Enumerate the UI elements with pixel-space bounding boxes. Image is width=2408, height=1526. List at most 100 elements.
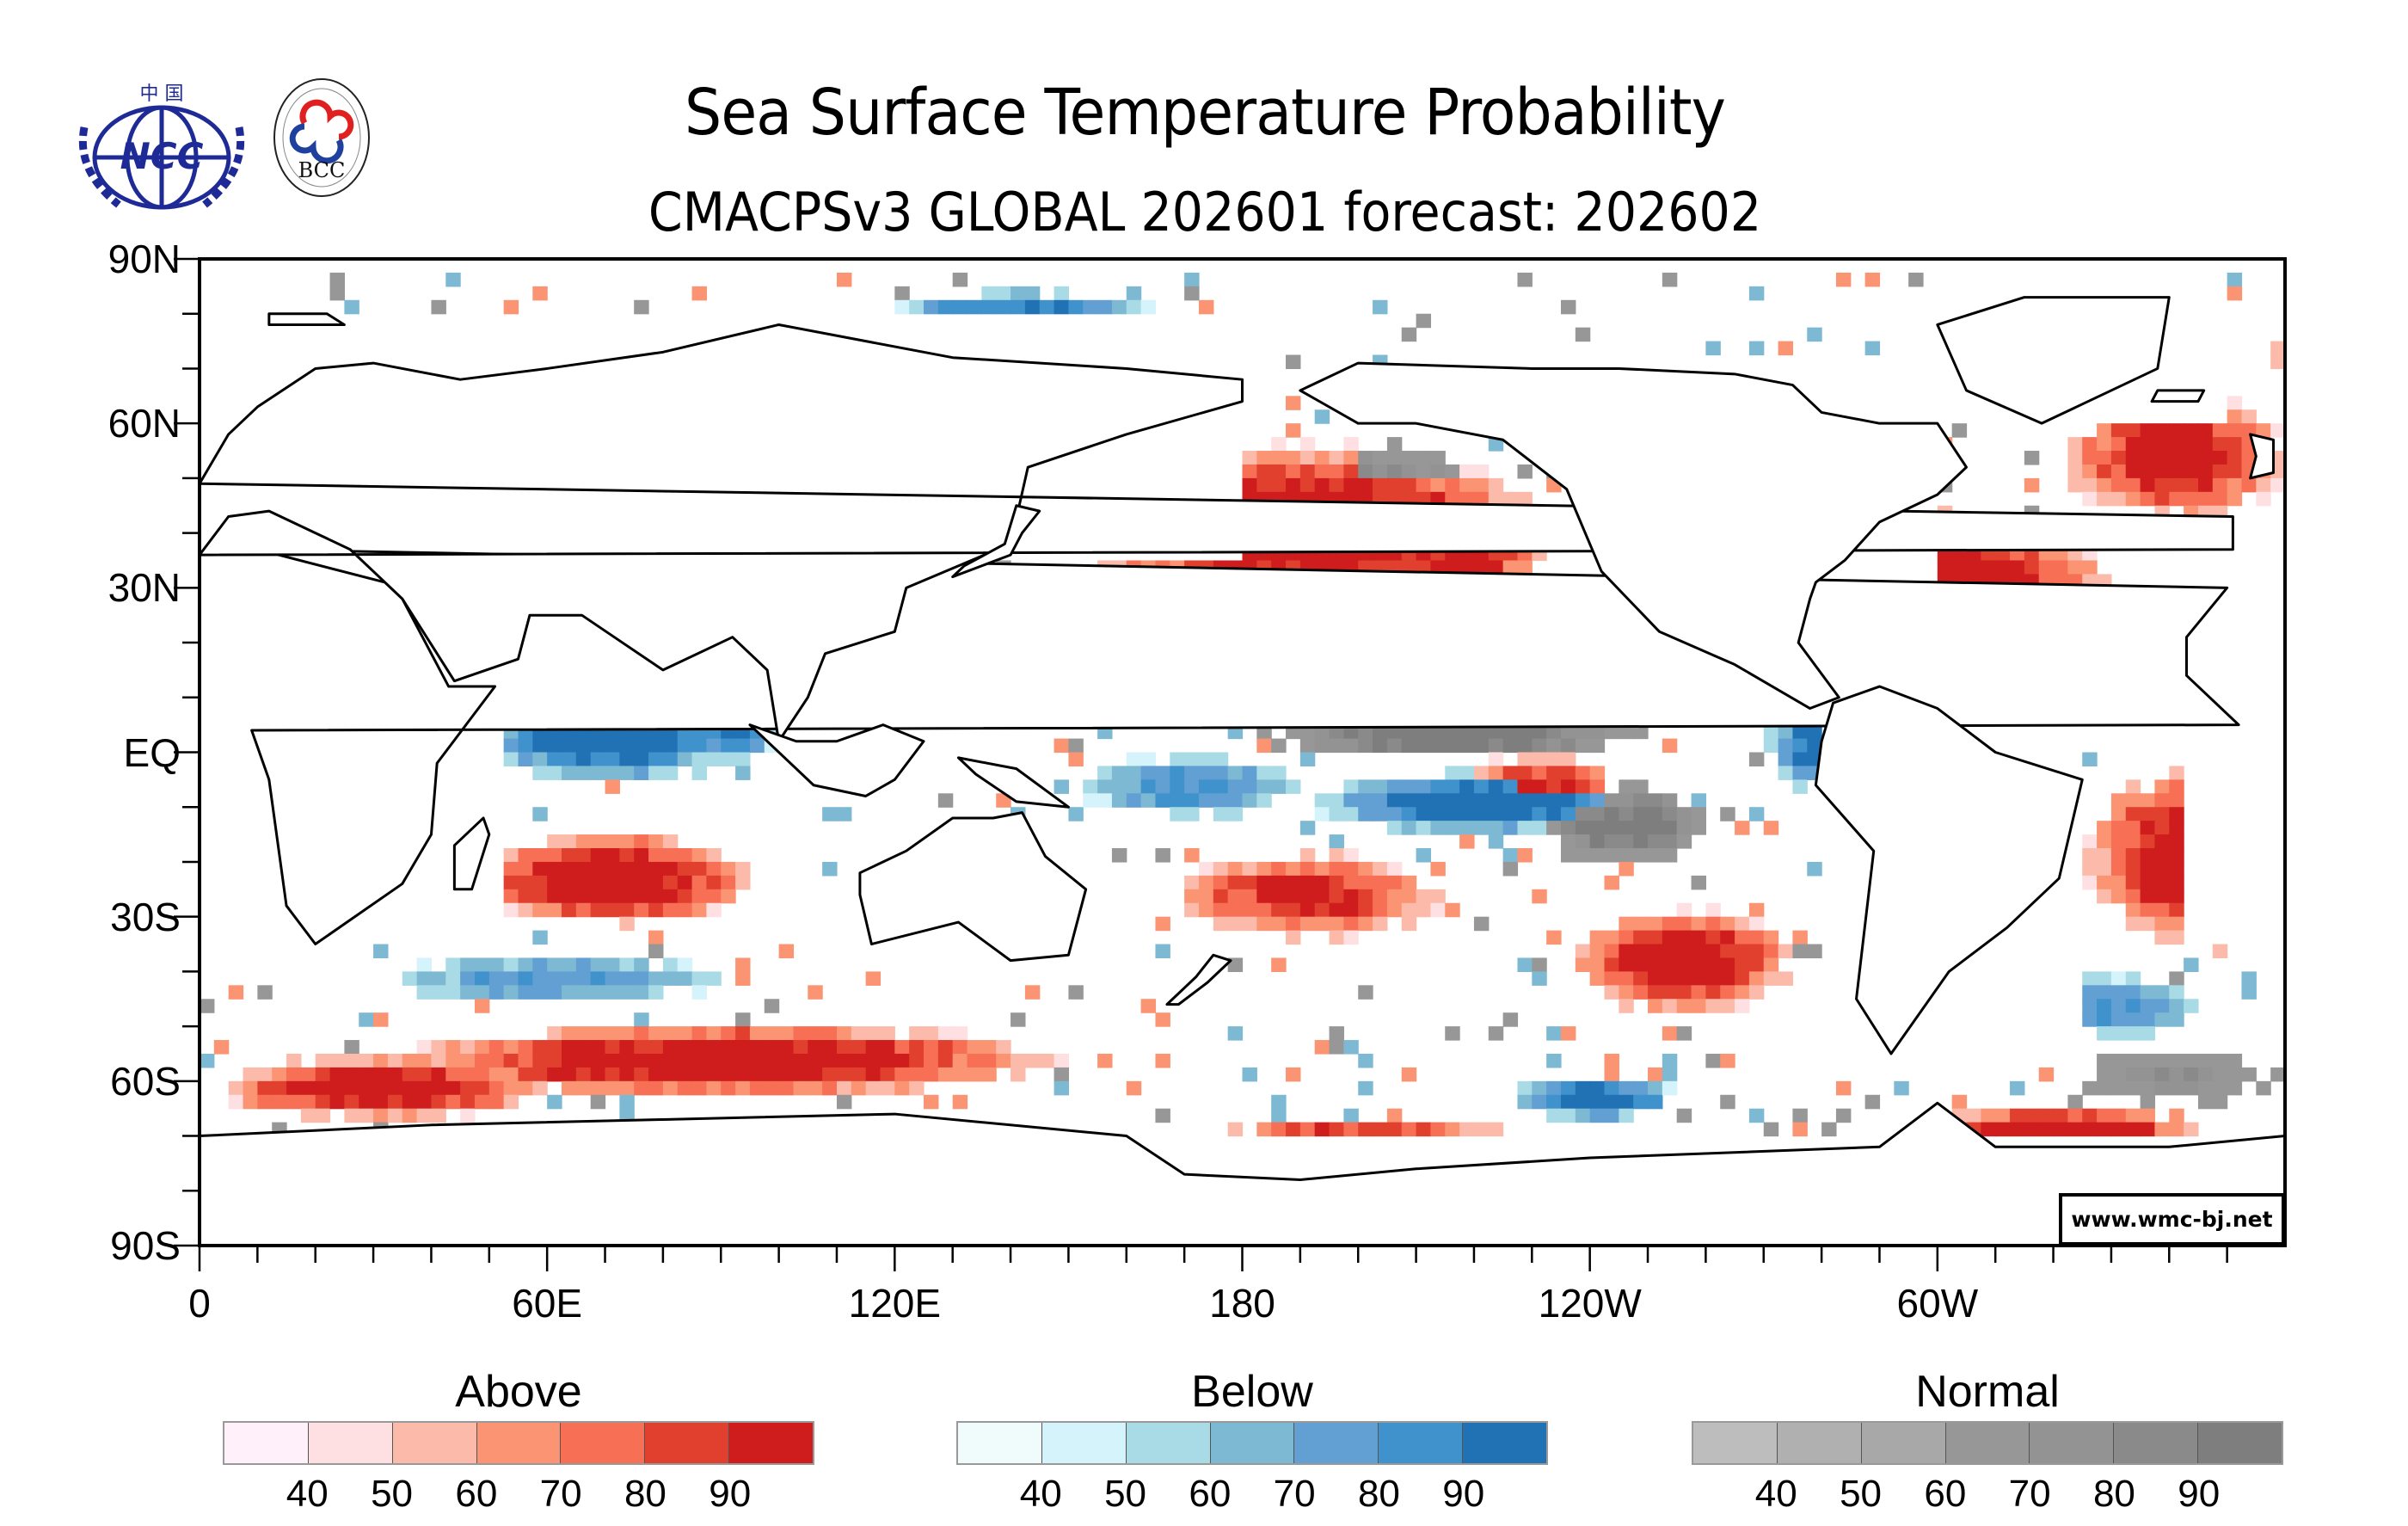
field-cell (648, 834, 664, 849)
field-cell (1416, 779, 1432, 794)
field-cell (1720, 971, 1735, 986)
field-cell (547, 861, 562, 877)
field-cell (503, 889, 519, 904)
field-cell (562, 1053, 577, 1068)
field-cell (562, 738, 577, 754)
field-cell (1401, 821, 1417, 835)
field-cell (836, 807, 852, 821)
field-cell (2140, 1122, 2156, 1137)
field-cell (1430, 724, 1446, 740)
field-cell (1488, 477, 1504, 493)
field-cell (2154, 464, 2170, 479)
field-cell (575, 1080, 592, 1096)
field-cell (1546, 930, 1562, 945)
field-cell (431, 1067, 446, 1082)
field-cell (1343, 793, 1359, 808)
field-cell (634, 985, 649, 1000)
field-cell (1010, 1067, 1026, 1082)
field-cell (2125, 861, 2141, 877)
field-cell (1589, 779, 1606, 794)
field-cell (2169, 779, 2184, 794)
field-cell (547, 834, 562, 849)
field-cell (1373, 738, 1388, 754)
field-cell (1981, 1108, 1996, 1123)
field-cell (1430, 861, 1446, 877)
field-cell (445, 1053, 461, 1068)
field-cell (1619, 861, 1634, 877)
field-cell (1227, 807, 1244, 821)
field-cell (1676, 930, 1692, 945)
field-cell (1299, 464, 1316, 479)
field-cell (2082, 848, 2098, 863)
field-cell (431, 1053, 446, 1068)
field-cell (2184, 957, 2199, 972)
field-cell (952, 272, 968, 287)
field-cell (1024, 299, 1041, 315)
field-cell (575, 752, 592, 767)
field-cell (1459, 779, 1475, 794)
field-cell (721, 1040, 736, 1055)
field-cell (1358, 875, 1373, 890)
field-cell (662, 848, 679, 863)
field-cell (590, 861, 606, 877)
field-cell (1589, 971, 1606, 986)
field-cell (1329, 875, 1344, 890)
legend-title-below: Below (1191, 1367, 1313, 1417)
field-cell (2125, 889, 2141, 904)
field-cell (2140, 1053, 2156, 1068)
field-cell (1532, 724, 1547, 740)
field-cell (1329, 1040, 1344, 1055)
field-cell (605, 957, 620, 972)
field-cell (547, 902, 562, 918)
land-eurasia (198, 323, 2234, 743)
field-cell (562, 902, 577, 918)
field-cell (1459, 807, 1475, 821)
field-cell (562, 752, 577, 767)
field-cell (1676, 834, 1692, 849)
field-cell (1242, 889, 1257, 904)
field-cell (662, 1040, 679, 1055)
field-cell (503, 985, 519, 1000)
field-cell (532, 875, 548, 890)
field-cell (619, 1040, 635, 1055)
field-cell (488, 985, 505, 1000)
field-cell (2270, 341, 2286, 356)
field-cell (1299, 451, 1316, 465)
field-cell (575, 889, 592, 904)
field-cell (1314, 889, 1330, 904)
field-cell (562, 889, 577, 904)
field-cell (793, 1080, 808, 1096)
field-cell (1373, 793, 1388, 808)
field-cell (619, 957, 635, 972)
field-cell (547, 971, 562, 986)
field-cell (1343, 477, 1359, 493)
field-cell (1198, 902, 1214, 918)
field-cell (924, 1067, 939, 1082)
field-cell (2227, 491, 2243, 507)
field-cell (1778, 341, 1794, 356)
field-cell (1314, 738, 1330, 754)
field-cell (590, 902, 606, 918)
field-cell (329, 286, 346, 301)
field-cell (865, 1026, 882, 1041)
field-cell (1256, 916, 1272, 932)
field-cell (1560, 779, 1576, 794)
field-cell (1416, 313, 1432, 329)
field-cell (2110, 1108, 2127, 1123)
field-cell (2184, 1122, 2199, 1137)
field-cell (1054, 286, 1070, 301)
field-cell (1227, 875, 1244, 890)
field-cell (605, 861, 620, 877)
field-cell (547, 1040, 562, 1055)
field-cell (2110, 999, 2127, 1013)
field-cell (648, 930, 664, 945)
field-cell (1155, 1108, 1170, 1123)
field-cell (474, 971, 490, 986)
field-cell (634, 299, 649, 315)
field-cell (648, 752, 664, 767)
field-cell (2154, 861, 2170, 877)
field-cell (1995, 1122, 2011, 1137)
field-cell (1401, 451, 1417, 465)
field-cell (1633, 724, 1649, 740)
field-cell (1662, 957, 1678, 972)
